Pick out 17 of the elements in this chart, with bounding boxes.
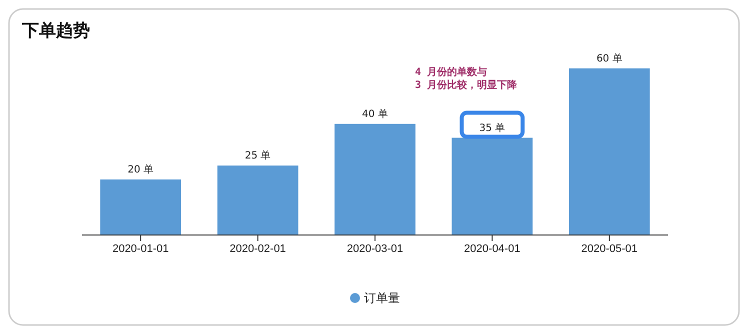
- data-label: 35 单: [479, 122, 506, 134]
- x-tick-label: 2020-05-01: [581, 242, 638, 255]
- data-label: 40 单: [362, 108, 388, 120]
- data-label: 25 单: [244, 150, 271, 162]
- bar: [100, 179, 182, 235]
- data-label: 20 单: [128, 163, 154, 176]
- chart-title: 下单趋势: [21, 21, 90, 41]
- x-tick-label: 2020-03-01: [346, 242, 404, 255]
- x-tick-label: 2020-02-01: [230, 242, 286, 255]
- x-tick-label: 2020-01-01: [112, 242, 169, 255]
- bar: [568, 68, 650, 235]
- bar: [334, 124, 416, 235]
- annotation: 4 月份的单数与 3 月份比较，明显下降: [415, 66, 518, 91]
- bar: [217, 166, 298, 235]
- x-tick-label: 2020-04-01: [464, 242, 520, 255]
- data-label: 60 单: [596, 52, 622, 64]
- legend-label: 订单量: [364, 291, 400, 305]
